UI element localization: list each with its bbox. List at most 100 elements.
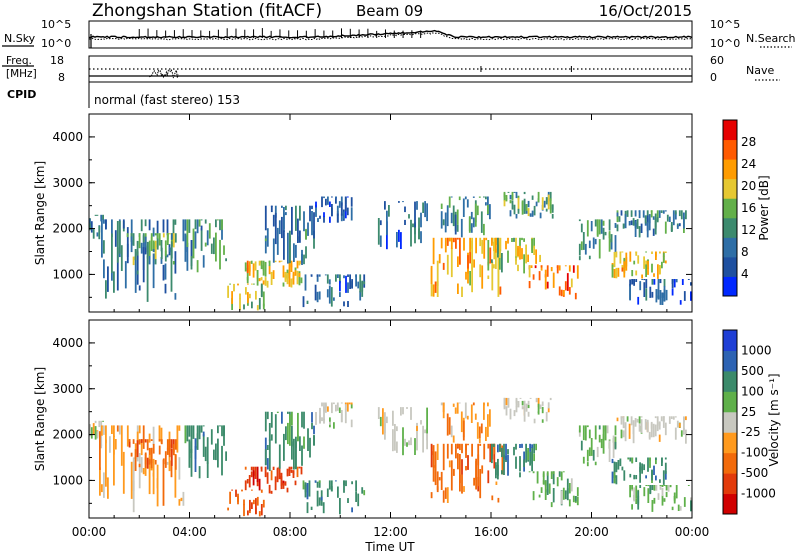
power-patch-cell: [634, 210, 637, 217]
velocity-patch-cell: [649, 457, 651, 468]
velocity-patch-cell: [204, 446, 207, 462]
velocity-patch-cell: [473, 477, 475, 486]
power-patch-cell: [659, 251, 661, 254]
velocity-patch-cell: [100, 430, 103, 447]
power-patch-cell: [572, 265, 575, 273]
power-patch-cell: [632, 218, 635, 226]
power-patch-cell: [252, 263, 255, 278]
power-patch-cell: [116, 247, 119, 291]
velocity-patch-cell: [523, 400, 526, 411]
velocity-patch-cell: [206, 461, 209, 478]
noise-right-tick-bottom: 10^0: [710, 37, 740, 50]
velocity-patch-cell: [260, 489, 263, 493]
velocity-patch-cell: [344, 408, 347, 424]
power-patch-cell: [420, 231, 422, 244]
power-patch-cell: [331, 196, 333, 198]
power-patch-cell: [174, 293, 177, 300]
velocity-patch-cell: [464, 402, 467, 419]
power-patch-cell: [347, 301, 349, 307]
velocity-patch-cell: [116, 425, 119, 432]
power-patch-cell: [491, 259, 493, 263]
power-patch-cell: [340, 196, 343, 206]
velocity-patch-cell: [648, 431, 651, 439]
velocity-patch-cell: [331, 402, 333, 414]
power-patch-cell: [511, 200, 514, 210]
power-patch-cell: [483, 237, 486, 259]
power-patch-cell: [564, 281, 567, 291]
power-patch-cell: [270, 205, 273, 207]
power-patch-cell: [107, 266, 109, 292]
velocity-patch-cell: [122, 451, 125, 494]
velocity-patch-cell: [683, 428, 685, 435]
power-patch-cell: [288, 272, 291, 287]
power-patch-cell: [316, 274, 319, 277]
power-patch-cell: [656, 217, 659, 223]
power-patch-cell: [283, 230, 285, 260]
velocity-patch-cell: [529, 451, 531, 466]
velocity-patch-cell: [670, 416, 673, 419]
velocity-patch-cell: [444, 487, 447, 499]
velocity-patch-cell: [270, 434, 273, 441]
velocity-patch-cell: [552, 471, 555, 475]
velocity-patch-cell: [92, 423, 95, 435]
power-patch-cell: [681, 279, 684, 285]
velocity-patch-cell: [446, 413, 449, 436]
velocity-patch-cell: [531, 447, 533, 464]
power-patch-cell: [659, 266, 661, 275]
velocity-patch-cell: [660, 416, 663, 422]
power-patch-cell: [493, 241, 495, 252]
power-patch-cell: [660, 210, 663, 213]
velocity-patch-cell: [335, 404, 337, 412]
velocity-patch-cell: [270, 470, 273, 481]
velocity-patch-cell: [132, 480, 135, 513]
power-patch-cell: [690, 291, 692, 301]
velocity-patch-cell: [89, 429, 91, 437]
power-patch-cell: [646, 221, 649, 238]
velocity-patch-cell: [113, 435, 115, 455]
power-patch-cell: [318, 274, 321, 277]
velocity-colorbar-swatch: [723, 493, 737, 515]
power-patch-cell: [654, 218, 657, 228]
velocity-patch-cell: [440, 402, 443, 406]
power-patch-cell: [231, 291, 233, 304]
power-patch-cell: [662, 252, 665, 263]
velocity-patch-cell: [446, 443, 449, 459]
power-patch-cell: [418, 228, 420, 240]
power-colorbar-ticks: 28 24 20 16 12 8 4: [741, 135, 756, 281]
velocity-patch-cell: [345, 480, 347, 487]
velocity-patch-16: [611, 457, 667, 485]
power-patch-cell: [465, 271, 467, 280]
power-patch-cell: [623, 261, 626, 278]
power-patch-cell: [608, 219, 611, 231]
power-patch-cell: [666, 214, 669, 222]
power-patch-cell: [473, 259, 475, 268]
power-patch-cell: [501, 253, 503, 273]
noise-panel-frame: [88, 20, 693, 49]
power-patch-cell: [251, 301, 253, 309]
power-patch-cell: [102, 214, 104, 220]
velocity-patch-cell: [613, 461, 616, 477]
velocity-patch-cell: [266, 458, 269, 470]
velocity-patch-cell: [321, 417, 323, 422]
velocity-patch-cell: [523, 407, 526, 422]
power-patch-cell: [615, 251, 618, 258]
velocity-patch-cell: [661, 457, 663, 466]
power-patch-cell: [281, 216, 283, 239]
velocity-patch-cell: [268, 423, 271, 441]
power-patch-cell: [317, 218, 319, 222]
power-patch-cell: [472, 217, 475, 228]
velocity-patch-cell: [402, 427, 404, 456]
velocity-patch-cell: [671, 506, 674, 511]
power-patch-cell: [515, 214, 518, 219]
velocity-patch-cell: [297, 435, 299, 442]
power-patch-cell: [469, 237, 471, 253]
power-patch-cell: [266, 228, 269, 247]
velocity-patch-cell: [318, 480, 321, 488]
power-patch-cell: [210, 243, 213, 254]
power-patch-cell: [533, 237, 535, 248]
velocity-patch-cell: [202, 425, 205, 427]
power-patch-cell: [344, 196, 347, 205]
velocity-patch-cell: [266, 445, 269, 450]
power-patch-cell: [610, 234, 613, 243]
power-patch-cell: [168, 233, 171, 235]
